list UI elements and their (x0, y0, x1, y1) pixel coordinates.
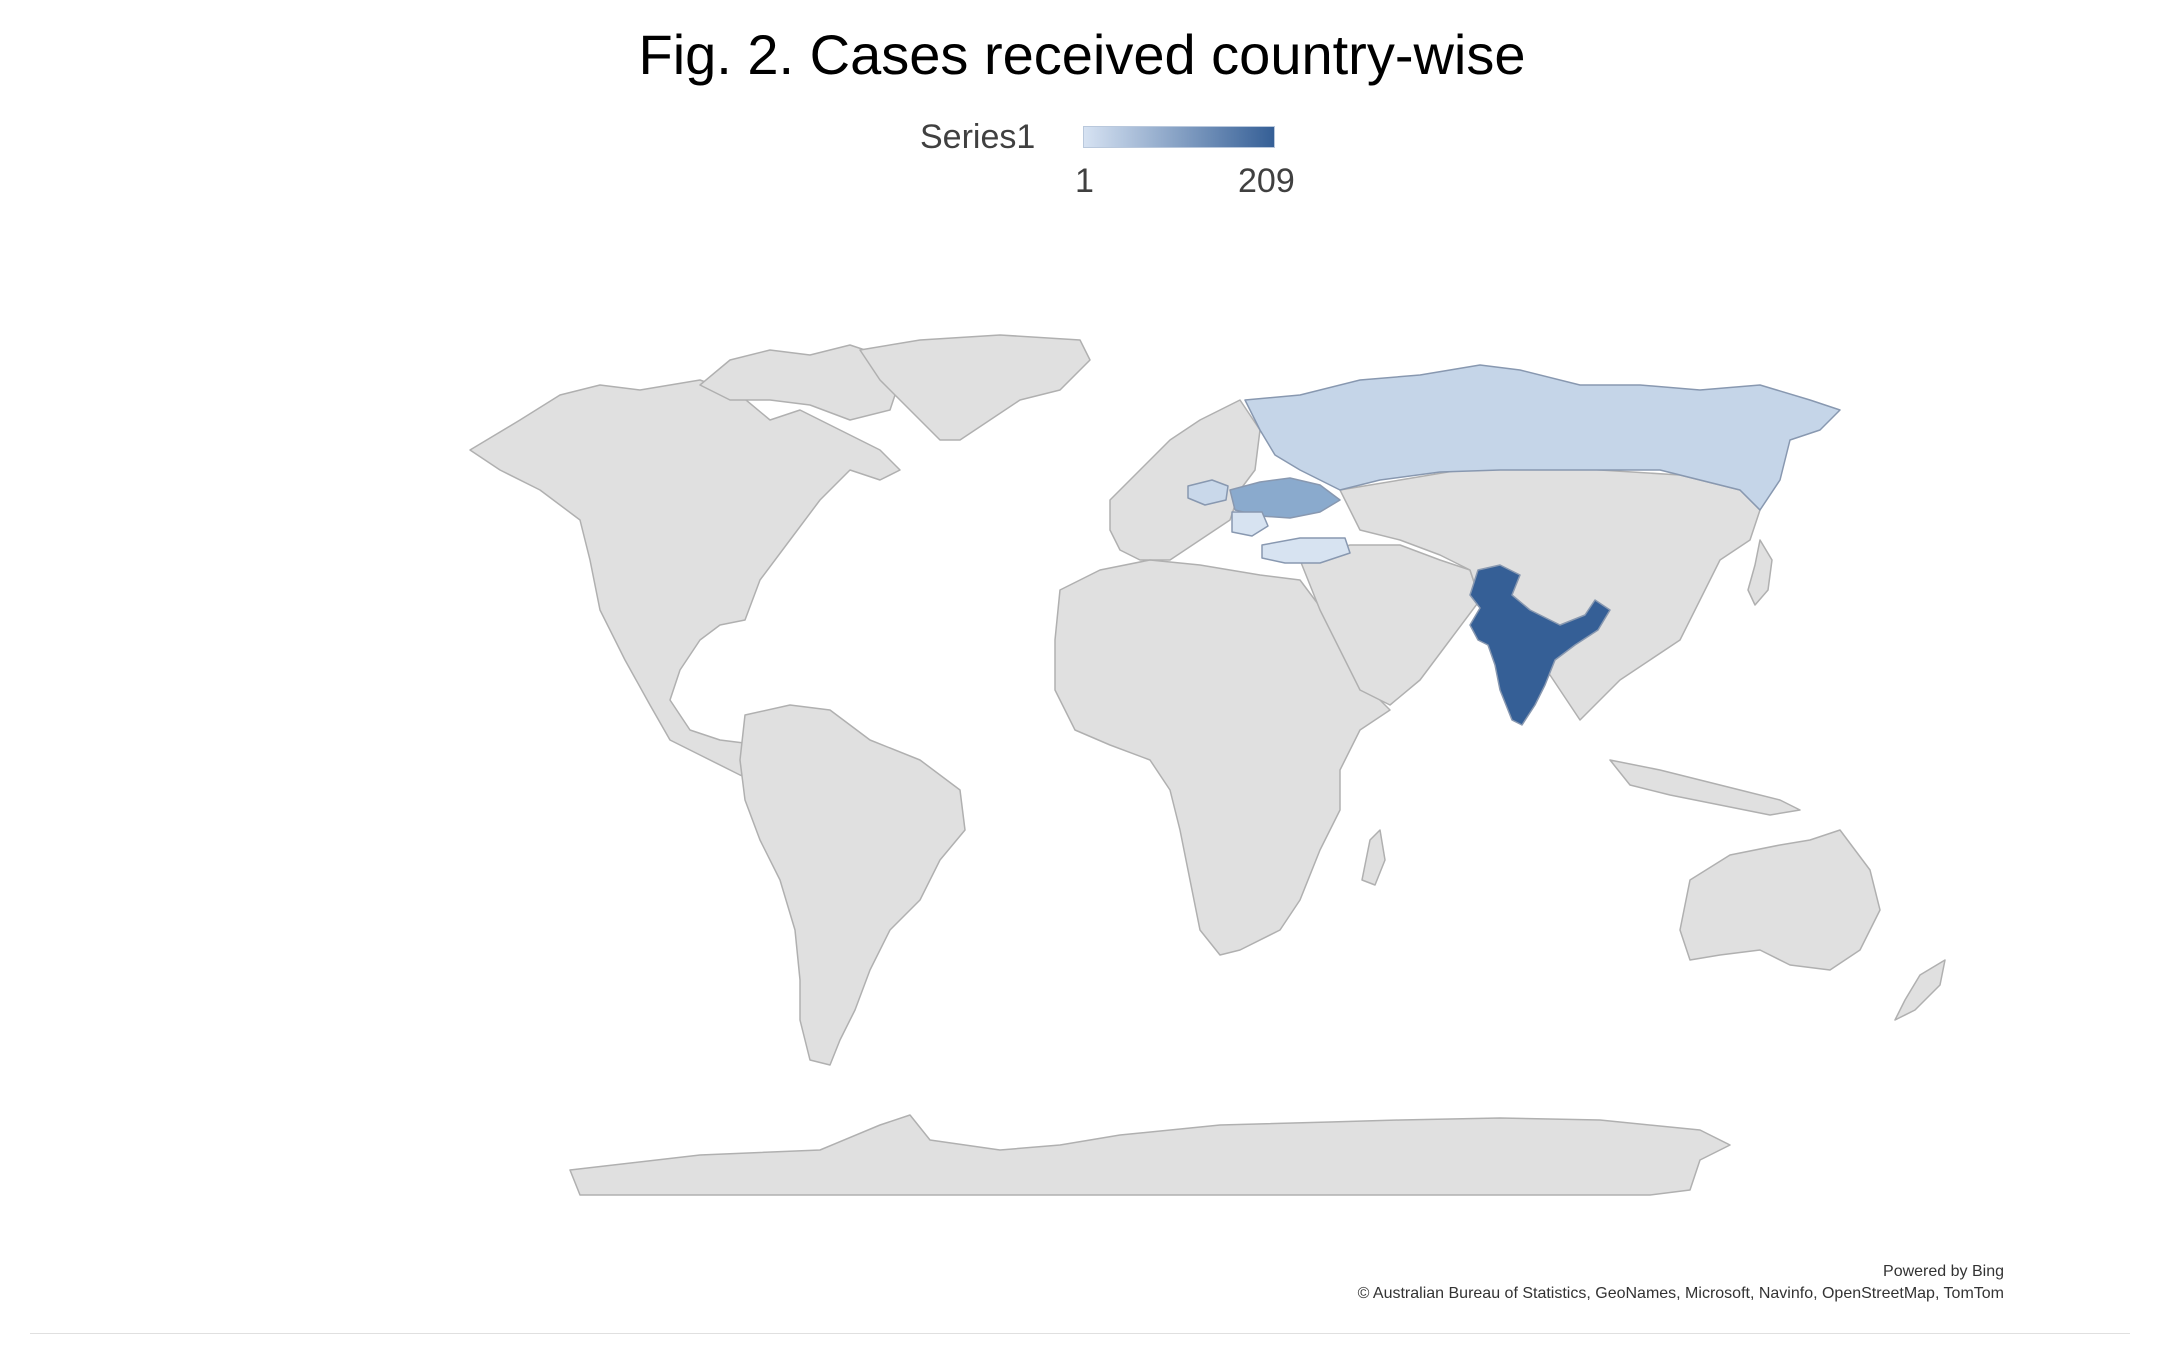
powered-by-label: Powered by Bing (1883, 1263, 2004, 1280)
attribution-label: © Australian Bureau of Statistics, GeoNa… (1357, 1285, 2004, 1302)
southeast-asia-islands (1609, 759, 1801, 816)
north-america (469, 379, 901, 791)
bottom-divider (30, 1333, 2130, 1334)
chart-title: Fig. 2. Cases received country-wise (638, 23, 1526, 86)
madagascar (1361, 829, 1386, 886)
europe (1109, 399, 1261, 561)
australia (1679, 829, 1881, 971)
new-zealand (1894, 959, 1946, 1021)
country-poland (1187, 479, 1229, 506)
legend-min-label: 1 (1075, 162, 1094, 200)
legend-gradient-bar (1083, 126, 1275, 148)
middle-east (1299, 544, 1481, 706)
country-turkey (1261, 537, 1351, 564)
color-legend: Series1 1 209 (920, 118, 1320, 208)
antarctica (569, 1114, 1731, 1196)
country-india (1469, 564, 1611, 726)
country-romania (1231, 511, 1269, 537)
japan (1747, 539, 1773, 606)
country-russia (1244, 364, 1841, 511)
legend-series-name: Series1 (920, 118, 1036, 156)
legend-max-label: 209 (1238, 162, 1295, 200)
south-america (739, 704, 966, 1066)
map-credits: Powered by Bing © Australian Bureau of S… (1358, 1261, 2004, 1305)
africa (1054, 559, 1391, 956)
greenland (859, 334, 1091, 441)
